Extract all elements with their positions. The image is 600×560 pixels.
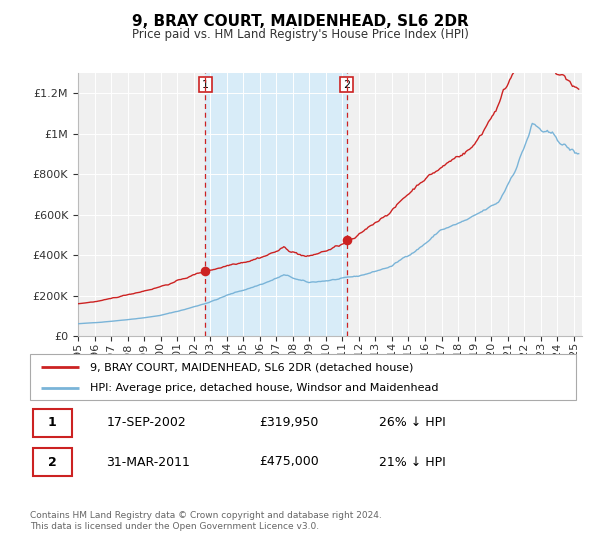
Bar (205, 73, 347, 336)
Point (342, 235, 352, 244)
Point (200, 267, 210, 276)
Text: 21% ↓ HPI: 21% ↓ HPI (379, 455, 446, 469)
Text: Price paid vs. HM Land Registry's House Price Index (HPI): Price paid vs. HM Land Registry's House … (131, 28, 469, 41)
Text: 9, BRAY COURT, MAIDENHEAD, SL6 2DR: 9, BRAY COURT, MAIDENHEAD, SL6 2DR (131, 14, 469, 29)
Text: 9, BRAY COURT, MAIDENHEAD, SL6 2DR (detached house): 9, BRAY COURT, MAIDENHEAD, SL6 2DR (deta… (90, 362, 413, 372)
Text: This data is licensed under the Open Government Licence v3.0.: This data is licensed under the Open Gov… (30, 522, 319, 531)
FancyBboxPatch shape (33, 409, 72, 437)
Text: Contains HM Land Registry data © Crown copyright and database right 2024.: Contains HM Land Registry data © Crown c… (30, 511, 382, 520)
Text: 1: 1 (202, 80, 209, 90)
Text: 26% ↓ HPI: 26% ↓ HPI (379, 416, 446, 430)
Text: 2: 2 (343, 80, 350, 90)
Text: 1: 1 (48, 416, 57, 430)
Text: 2: 2 (48, 455, 57, 469)
Text: £475,000: £475,000 (259, 455, 319, 469)
FancyBboxPatch shape (30, 354, 576, 400)
Text: HPI: Average price, detached house, Windsor and Maidenhead: HPI: Average price, detached house, Wind… (90, 382, 439, 393)
FancyBboxPatch shape (33, 448, 72, 476)
Text: £319,950: £319,950 (259, 416, 319, 430)
Text: 31-MAR-2011: 31-MAR-2011 (106, 455, 190, 469)
Text: 17-SEP-2002: 17-SEP-2002 (106, 416, 186, 430)
